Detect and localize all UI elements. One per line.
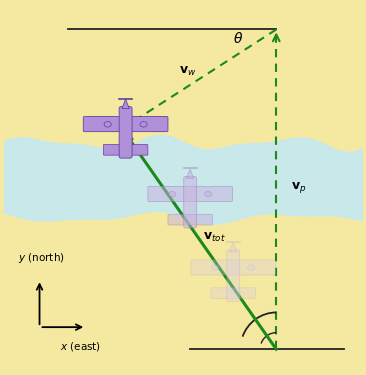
Ellipse shape — [247, 265, 255, 270]
Text: $\mathbf{v}_{tot}$: $\mathbf{v}_{tot}$ — [203, 231, 225, 244]
FancyBboxPatch shape — [184, 177, 197, 228]
Ellipse shape — [169, 191, 176, 197]
Text: $x$ (east): $x$ (east) — [60, 340, 101, 353]
FancyBboxPatch shape — [148, 186, 232, 201]
FancyBboxPatch shape — [191, 260, 276, 275]
Ellipse shape — [104, 122, 111, 127]
Text: $y$ (north): $y$ (north) — [18, 251, 65, 265]
FancyBboxPatch shape — [168, 214, 212, 225]
FancyBboxPatch shape — [103, 144, 148, 155]
FancyBboxPatch shape — [83, 117, 168, 132]
Text: $\mathbf{v}_w$: $\mathbf{v}_w$ — [179, 65, 197, 78]
Ellipse shape — [205, 191, 212, 197]
FancyBboxPatch shape — [211, 288, 255, 298]
Polygon shape — [229, 243, 237, 252]
Text: $\theta$: $\theta$ — [234, 31, 244, 46]
FancyBboxPatch shape — [119, 106, 132, 158]
Polygon shape — [187, 169, 194, 178]
Ellipse shape — [212, 265, 219, 270]
Text: $\mathbf{v}_p$: $\mathbf{v}_p$ — [291, 180, 306, 195]
FancyBboxPatch shape — [227, 250, 240, 302]
Polygon shape — [122, 99, 129, 108]
Ellipse shape — [140, 122, 147, 127]
